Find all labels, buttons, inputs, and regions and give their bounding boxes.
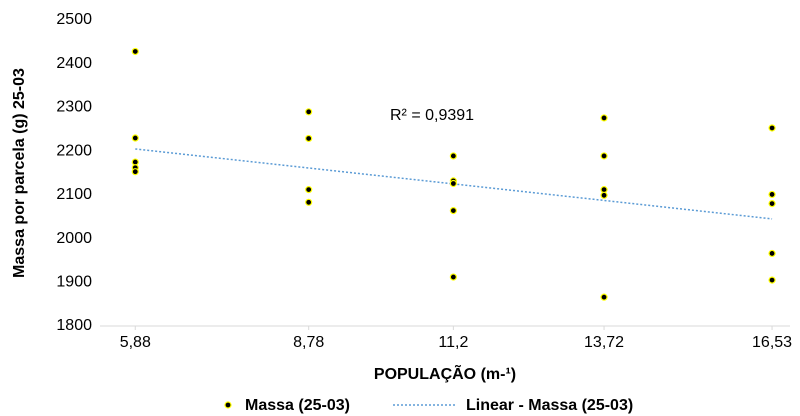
legend-marker bbox=[224, 401, 232, 409]
data-point bbox=[305, 108, 313, 116]
data-point bbox=[131, 168, 139, 176]
y-tick-label: 2000 bbox=[56, 230, 92, 247]
x-tick-label: 13,72 bbox=[584, 334, 624, 351]
data-point bbox=[305, 186, 313, 194]
y-tick-label: 2300 bbox=[56, 99, 92, 116]
data-point bbox=[600, 152, 608, 160]
data-point bbox=[305, 134, 313, 143]
data-point bbox=[600, 191, 608, 199]
y-tick-label: 2100 bbox=[56, 186, 92, 203]
x-tick-label: 8,78 bbox=[293, 334, 324, 351]
data-point bbox=[449, 152, 457, 160]
data-point bbox=[131, 134, 139, 142]
x-tick-label: 5,88 bbox=[120, 334, 151, 351]
data-point bbox=[600, 114, 608, 122]
data-point bbox=[768, 249, 776, 258]
data-point bbox=[305, 198, 313, 206]
legend-label: Massa (25-03) bbox=[245, 397, 350, 414]
y-tick-label: 2500 bbox=[56, 11, 92, 28]
legend-label: Linear - Massa (25-03) bbox=[466, 397, 633, 414]
x-axis-label: POPULAÇÃO (m-¹) bbox=[374, 363, 516, 383]
data-point bbox=[768, 276, 776, 284]
x-tick-label: 11,2 bbox=[438, 334, 468, 351]
data-point bbox=[768, 190, 776, 199]
data-point bbox=[449, 273, 457, 281]
data-point bbox=[449, 179, 457, 188]
legend: Massa (25-03) Linear - Massa (25-03) bbox=[224, 397, 633, 414]
x-tick-label: 16,53 bbox=[752, 334, 792, 351]
data-point bbox=[768, 124, 776, 132]
data-point bbox=[600, 293, 608, 301]
r2-annotation: R² = 0,9391 bbox=[390, 107, 474, 124]
data-point bbox=[131, 47, 139, 56]
y-tick-label: 2400 bbox=[56, 55, 92, 72]
y-tick-label: 1900 bbox=[56, 274, 92, 291]
y-axis-label: Massa por parcela (g) 25-03 bbox=[11, 68, 28, 278]
y-tick-label: 1800 bbox=[56, 317, 92, 334]
y-tick-label: 2200 bbox=[56, 142, 92, 159]
data-point bbox=[449, 206, 457, 215]
data-point bbox=[768, 200, 776, 208]
